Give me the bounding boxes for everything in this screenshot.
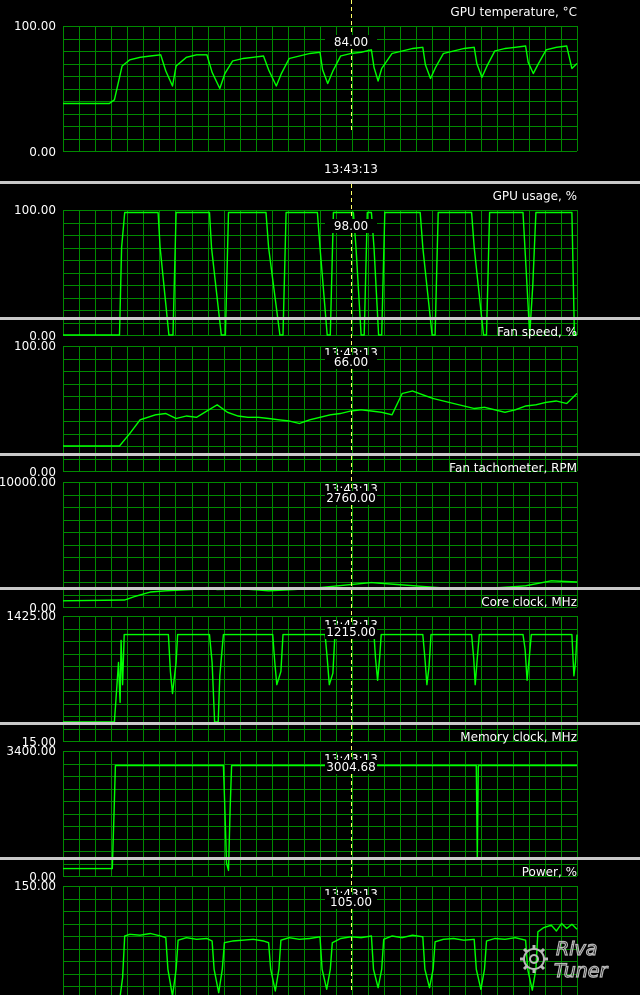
cursor-value-background [325,625,377,639]
cursor-value: 98.00 [334,219,368,233]
rivatuner-logo-icon: Riva Tuner [520,937,609,983]
cursor-value: 2760.00 [326,491,376,505]
y-min-label: 0.00 [29,145,56,159]
grid [63,751,578,877]
graph-title: Fan tachometer, RPM [449,461,577,475]
svg-text:Riva: Riva [556,938,597,960]
y-max-label: 10000.00 [0,475,56,489]
graph-title: GPU temperature, °C [450,5,577,19]
series-line [63,633,578,723]
cursor-value: 1215.00 [326,625,376,639]
panel-separator[interactable] [0,181,640,184]
cursor-value: 105.00 [330,895,372,909]
y-max-label: 100.00 [14,203,56,217]
y-min-label: 0.00 [29,329,56,343]
panel-separator[interactable] [0,857,640,860]
cursor-value: 66.00 [334,355,368,369]
graph-title: Memory clock, MHz [460,730,577,744]
graph-title: Fan speed, % [497,325,577,339]
y-max-label: 100.00 [14,339,56,353]
grid [63,346,578,472]
y-min-label: 15.00 [22,735,56,749]
panel-separator[interactable] [0,587,640,590]
grid [63,210,578,336]
cursor-value-background [325,355,377,369]
panel-separator[interactable] [0,453,640,456]
cursor-value: 3004.68 [326,760,376,774]
panel-separator[interactable] [0,317,640,320]
series-line [119,922,578,995]
y-min-label: 0.00 [29,465,56,479]
series-line [63,764,577,872]
cursor-value-background [325,491,377,505]
cursor-value-background [325,895,377,909]
cursor-value: 84.00 [334,35,368,49]
series-line [63,211,577,336]
graph-panel: 100.00 0.00 GPU temperature, °C 84.00 13:43:… [14,0,578,176]
grid [63,26,578,152]
grid [63,886,578,995]
graph-title: GPU usage, % [493,189,577,203]
graph-title: Power, % [522,865,577,879]
panel-separator[interactable] [0,722,640,725]
cursor-value-background [325,760,377,774]
cursor-value-background [325,35,377,49]
y-max-label: 150.00 [14,879,56,893]
y-max-label: 3400.00 [6,744,56,758]
series-line [63,390,578,447]
cursor-value-background [325,219,377,233]
y-max-label: 1425.00 [6,609,56,623]
y-max-label: 100.00 [14,19,56,33]
graph-title: Core clock, MHz [481,595,577,609]
cursor-time-label: 13:43:13 [324,162,378,176]
y-min-label: 0.00 [29,601,56,615]
y-min-label: 0.00 [29,870,56,884]
svg-text:Tuner: Tuner [554,960,608,982]
series-line [63,45,578,105]
